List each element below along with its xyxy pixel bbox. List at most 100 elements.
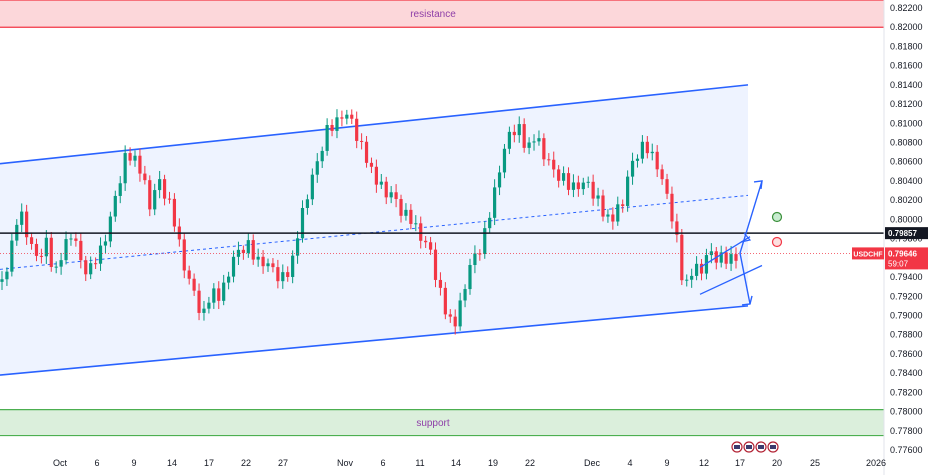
- red-circle-marker: [771, 236, 783, 248]
- candle-body: [571, 182, 576, 190]
- candle-body: [517, 124, 521, 136]
- candle-body: [34, 243, 39, 256]
- candle-body: [25, 211, 29, 238]
- projection-down-arrow: [739, 252, 751, 305]
- candle-body: [507, 131, 511, 149]
- candle-body: [167, 198, 172, 200]
- candle-body: [675, 221, 679, 235]
- candle-body: [448, 314, 452, 317]
- candle-body: [162, 179, 167, 199]
- candle-body: [143, 173, 147, 181]
- candle-body: [473, 253, 477, 266]
- candle-body: [409, 209, 413, 224]
- candle-body: [724, 252, 728, 264]
- candle-body: [172, 198, 177, 227]
- event-flag-icon: [734, 445, 740, 449]
- candle-body: [0, 279, 4, 282]
- candle-body: [685, 279, 689, 281]
- candle-body: [438, 279, 443, 288]
- marked-level-badge: [885, 227, 928, 240]
- candle-body: [379, 181, 383, 185]
- y-tick-label: 0.81800: [890, 41, 923, 51]
- y-tick-label: 0.80400: [890, 176, 923, 186]
- candle-body: [478, 253, 482, 255]
- candle-body: [694, 263, 699, 276]
- y-tick-label: 0.82200: [890, 3, 923, 13]
- candle-body: [374, 166, 378, 185]
- candle-body: [231, 256, 236, 277]
- x-tick-label: 2026: [866, 458, 886, 468]
- candle-body: [586, 181, 590, 183]
- x-tick-label: Nov: [337, 458, 354, 468]
- projection-down-arrowhead: [741, 295, 753, 306]
- candle-body: [123, 153, 127, 184]
- candle-body: [182, 239, 186, 271]
- current-price-label: 0.79646: [888, 249, 917, 258]
- candle-body: [690, 275, 694, 280]
- y-tick-label: 0.79400: [890, 272, 923, 282]
- candle-body: [630, 160, 635, 177]
- projection-small-arrowhead: [740, 232, 752, 243]
- candle-body: [537, 138, 541, 142]
- y-tick-label: 0.78800: [890, 330, 923, 340]
- support-zone-label: support: [416, 418, 450, 429]
- candle-body: [547, 159, 551, 161]
- candle-body: [640, 141, 645, 159]
- event-flag-icon: [758, 445, 764, 449]
- x-tick-label: 27: [278, 458, 288, 468]
- candle-body: [443, 287, 447, 315]
- candle-body: [340, 117, 344, 119]
- candle-body: [197, 290, 201, 313]
- candle-body: [49, 237, 53, 267]
- candle-body: [458, 300, 462, 327]
- candle-body: [606, 214, 610, 217]
- candle-body: [399, 199, 403, 216]
- candle-body: [626, 176, 630, 206]
- candle-body: [212, 288, 216, 303]
- candle-body: [591, 181, 595, 199]
- candle-body: [497, 172, 502, 188]
- x-tick-label: 22: [525, 458, 535, 468]
- candle-body: [158, 179, 162, 191]
- candle-body: [281, 272, 285, 282]
- green-circle-marker: [771, 211, 783, 223]
- y-tick-label: 0.81400: [890, 80, 923, 90]
- resistance-zone-label: resistance: [410, 9, 456, 20]
- x-tick-label: 25: [810, 458, 820, 468]
- candle-body: [468, 265, 472, 290]
- resistance-zone: [0, 0, 884, 28]
- candle-body: [103, 241, 108, 246]
- candle-body: [542, 138, 546, 160]
- candle-body: [310, 174, 314, 200]
- y-tick-label: 0.77800: [890, 426, 923, 436]
- candle-body: [98, 245, 103, 264]
- candle-body: [276, 267, 280, 282]
- x-tick-label: Dec: [584, 458, 601, 468]
- x-tick-label: 12: [699, 458, 709, 468]
- candle-body: [660, 169, 664, 180]
- candle-body: [108, 216, 112, 242]
- candle-body: [148, 180, 152, 210]
- y-tick-label: 0.81200: [890, 99, 923, 109]
- candle-body: [433, 249, 438, 280]
- candle-body: [39, 255, 44, 257]
- candle-body: [345, 114, 349, 119]
- candle-body: [227, 276, 231, 283]
- candle-body: [251, 240, 255, 260]
- candle-body: [557, 169, 561, 181]
- candle-body: [74, 238, 78, 241]
- candle-body: [581, 182, 585, 190]
- candle-body: [611, 214, 615, 222]
- candle-body: [236, 249, 241, 257]
- candle-body: [79, 240, 83, 261]
- candle-body: [5, 271, 9, 280]
- candle-body: [138, 155, 142, 174]
- candle-body: [330, 124, 334, 131]
- candle-body: [527, 142, 531, 148]
- x-tick-label: 4: [627, 458, 632, 468]
- candle-body: [670, 193, 674, 222]
- candle-body: [153, 190, 157, 210]
- candle-body: [665, 179, 669, 194]
